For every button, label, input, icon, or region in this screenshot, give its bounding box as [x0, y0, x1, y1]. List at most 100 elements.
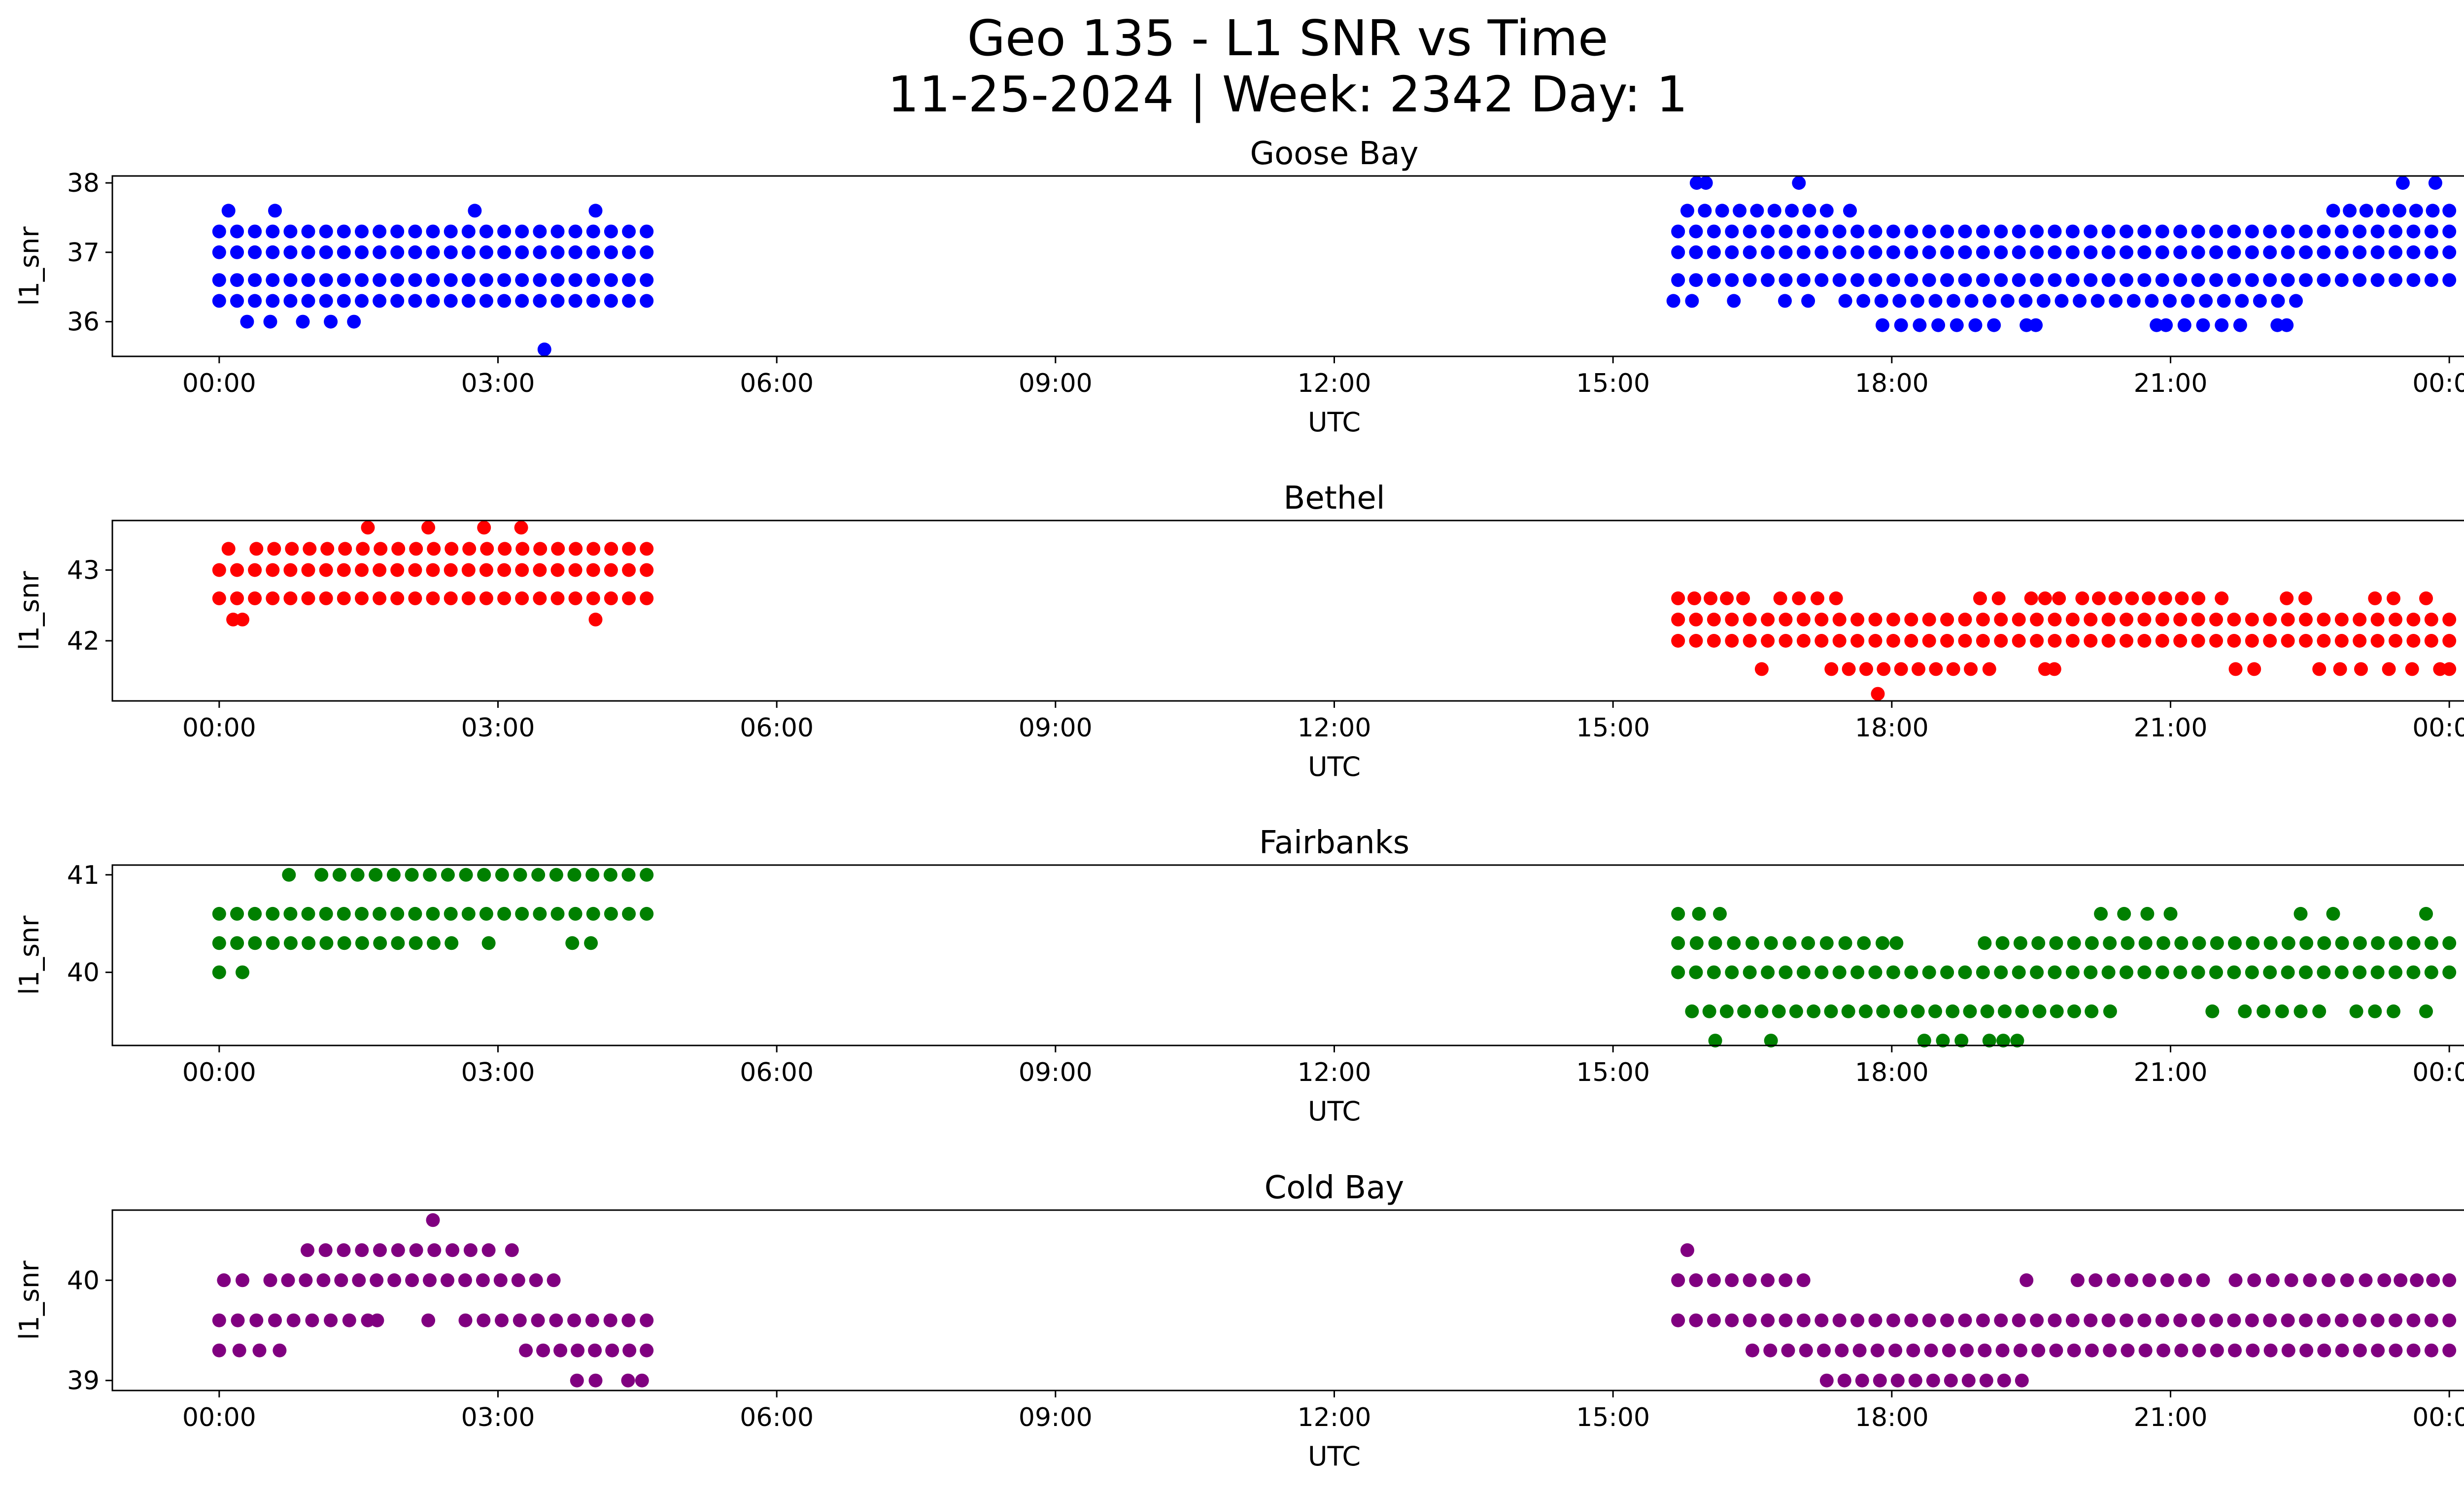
data-point: [1743, 1273, 1757, 1287]
data-point: [1685, 1004, 1699, 1018]
data-point: [1801, 294, 1815, 308]
data-point: [1843, 204, 1857, 218]
data-point: [221, 204, 236, 218]
data-point: [1960, 1343, 1974, 1357]
data-point: [568, 273, 582, 287]
data-point: [2354, 662, 2368, 676]
data-point: [511, 1273, 525, 1287]
data-point: [481, 1243, 496, 1257]
data-point: [2353, 273, 2367, 287]
data-point: [2101, 965, 2116, 979]
data-point: [1940, 965, 1954, 979]
x-axis-label: UTC: [1308, 1096, 1361, 1127]
data-point: [2031, 936, 2046, 950]
data-point: [1958, 224, 1972, 239]
data-point: [212, 273, 226, 287]
data-point: [2155, 224, 2169, 239]
data-point: [373, 245, 387, 259]
data-point: [533, 542, 548, 556]
data-point: [1958, 245, 1972, 259]
data-point: [1850, 245, 1865, 259]
data-point: [2108, 591, 2122, 605]
data-point: [2263, 936, 2278, 950]
data-point: [1832, 965, 1847, 979]
data-point: [1792, 591, 1806, 605]
x-tick-label: 12:00: [1298, 1058, 1371, 1087]
axes-frame: [111, 175, 2464, 357]
data-point: [533, 224, 547, 239]
data-point: [513, 1313, 527, 1327]
data-point: [1829, 591, 1843, 605]
data-point: [2163, 294, 2177, 308]
data-point: [2173, 612, 2188, 626]
data-point: [2065, 612, 2080, 626]
data-point: [1964, 662, 1978, 676]
data-point: [622, 542, 636, 556]
data-point: [2121, 936, 2135, 950]
data-point: [2245, 634, 2259, 648]
data-point: [1859, 662, 1873, 676]
y-axis-label: l1_snr: [14, 571, 45, 651]
data-point: [1743, 634, 1757, 648]
data-point: [497, 273, 512, 287]
data-point: [408, 224, 422, 239]
x-tick-label: 09:00: [1019, 713, 1093, 743]
data-point: [301, 245, 315, 259]
data-point: [324, 1313, 338, 1327]
data-point: [212, 1313, 226, 1327]
data-point: [2406, 965, 2421, 979]
data-point: [2155, 965, 2169, 979]
data-point: [549, 868, 563, 882]
data-point: [302, 936, 316, 950]
data-point: [479, 245, 493, 259]
data-point: [2024, 591, 2038, 605]
data-point: [2228, 936, 2242, 950]
data-point: [2048, 965, 2062, 979]
data-point: [1671, 1313, 1685, 1327]
data-point: [2103, 1004, 2117, 1018]
data-point: [2406, 224, 2421, 239]
data-point: [1942, 1343, 1956, 1357]
data-point: [2263, 245, 2277, 259]
data-point: [621, 868, 636, 882]
data-point: [621, 1313, 636, 1327]
data-point: [1707, 224, 1721, 239]
data-point: [2424, 1313, 2438, 1327]
data-point: [2317, 965, 2331, 979]
data-point: [1779, 273, 1793, 287]
data-point: [2238, 1004, 2252, 1018]
data-point: [1973, 591, 1987, 605]
data-point: [283, 245, 298, 259]
data-point: [230, 224, 244, 239]
data-point: [1720, 591, 1734, 605]
data-point: [303, 542, 317, 556]
y-tick-label: 40: [67, 958, 100, 988]
data-point: [1886, 634, 1900, 648]
data-point: [1781, 1343, 1795, 1357]
data-point: [586, 294, 600, 308]
data-point: [1796, 224, 1811, 239]
data-point: [2334, 245, 2349, 259]
data-point: [236, 612, 249, 626]
data-point: [1725, 245, 1739, 259]
data-point: [248, 273, 262, 287]
data-point: [283, 936, 298, 950]
data-point: [588, 1373, 603, 1388]
data-point: [2160, 1273, 2174, 1287]
data-point: [2029, 318, 2043, 332]
data-point: [2299, 936, 2314, 950]
data-point: [426, 245, 440, 259]
data-point: [355, 294, 369, 308]
data-point: [2299, 273, 2313, 287]
data-point: [445, 542, 459, 556]
data-point: [1968, 318, 1983, 332]
data-point: [2257, 1004, 2271, 1018]
data-point: [212, 591, 226, 605]
data-point: [1707, 1273, 1721, 1287]
data-point: [2103, 1343, 2117, 1357]
data-point: [2406, 1343, 2421, 1357]
data-point: [1817, 1343, 1831, 1357]
data-point: [1850, 1313, 1865, 1327]
data-point: [2335, 936, 2349, 950]
